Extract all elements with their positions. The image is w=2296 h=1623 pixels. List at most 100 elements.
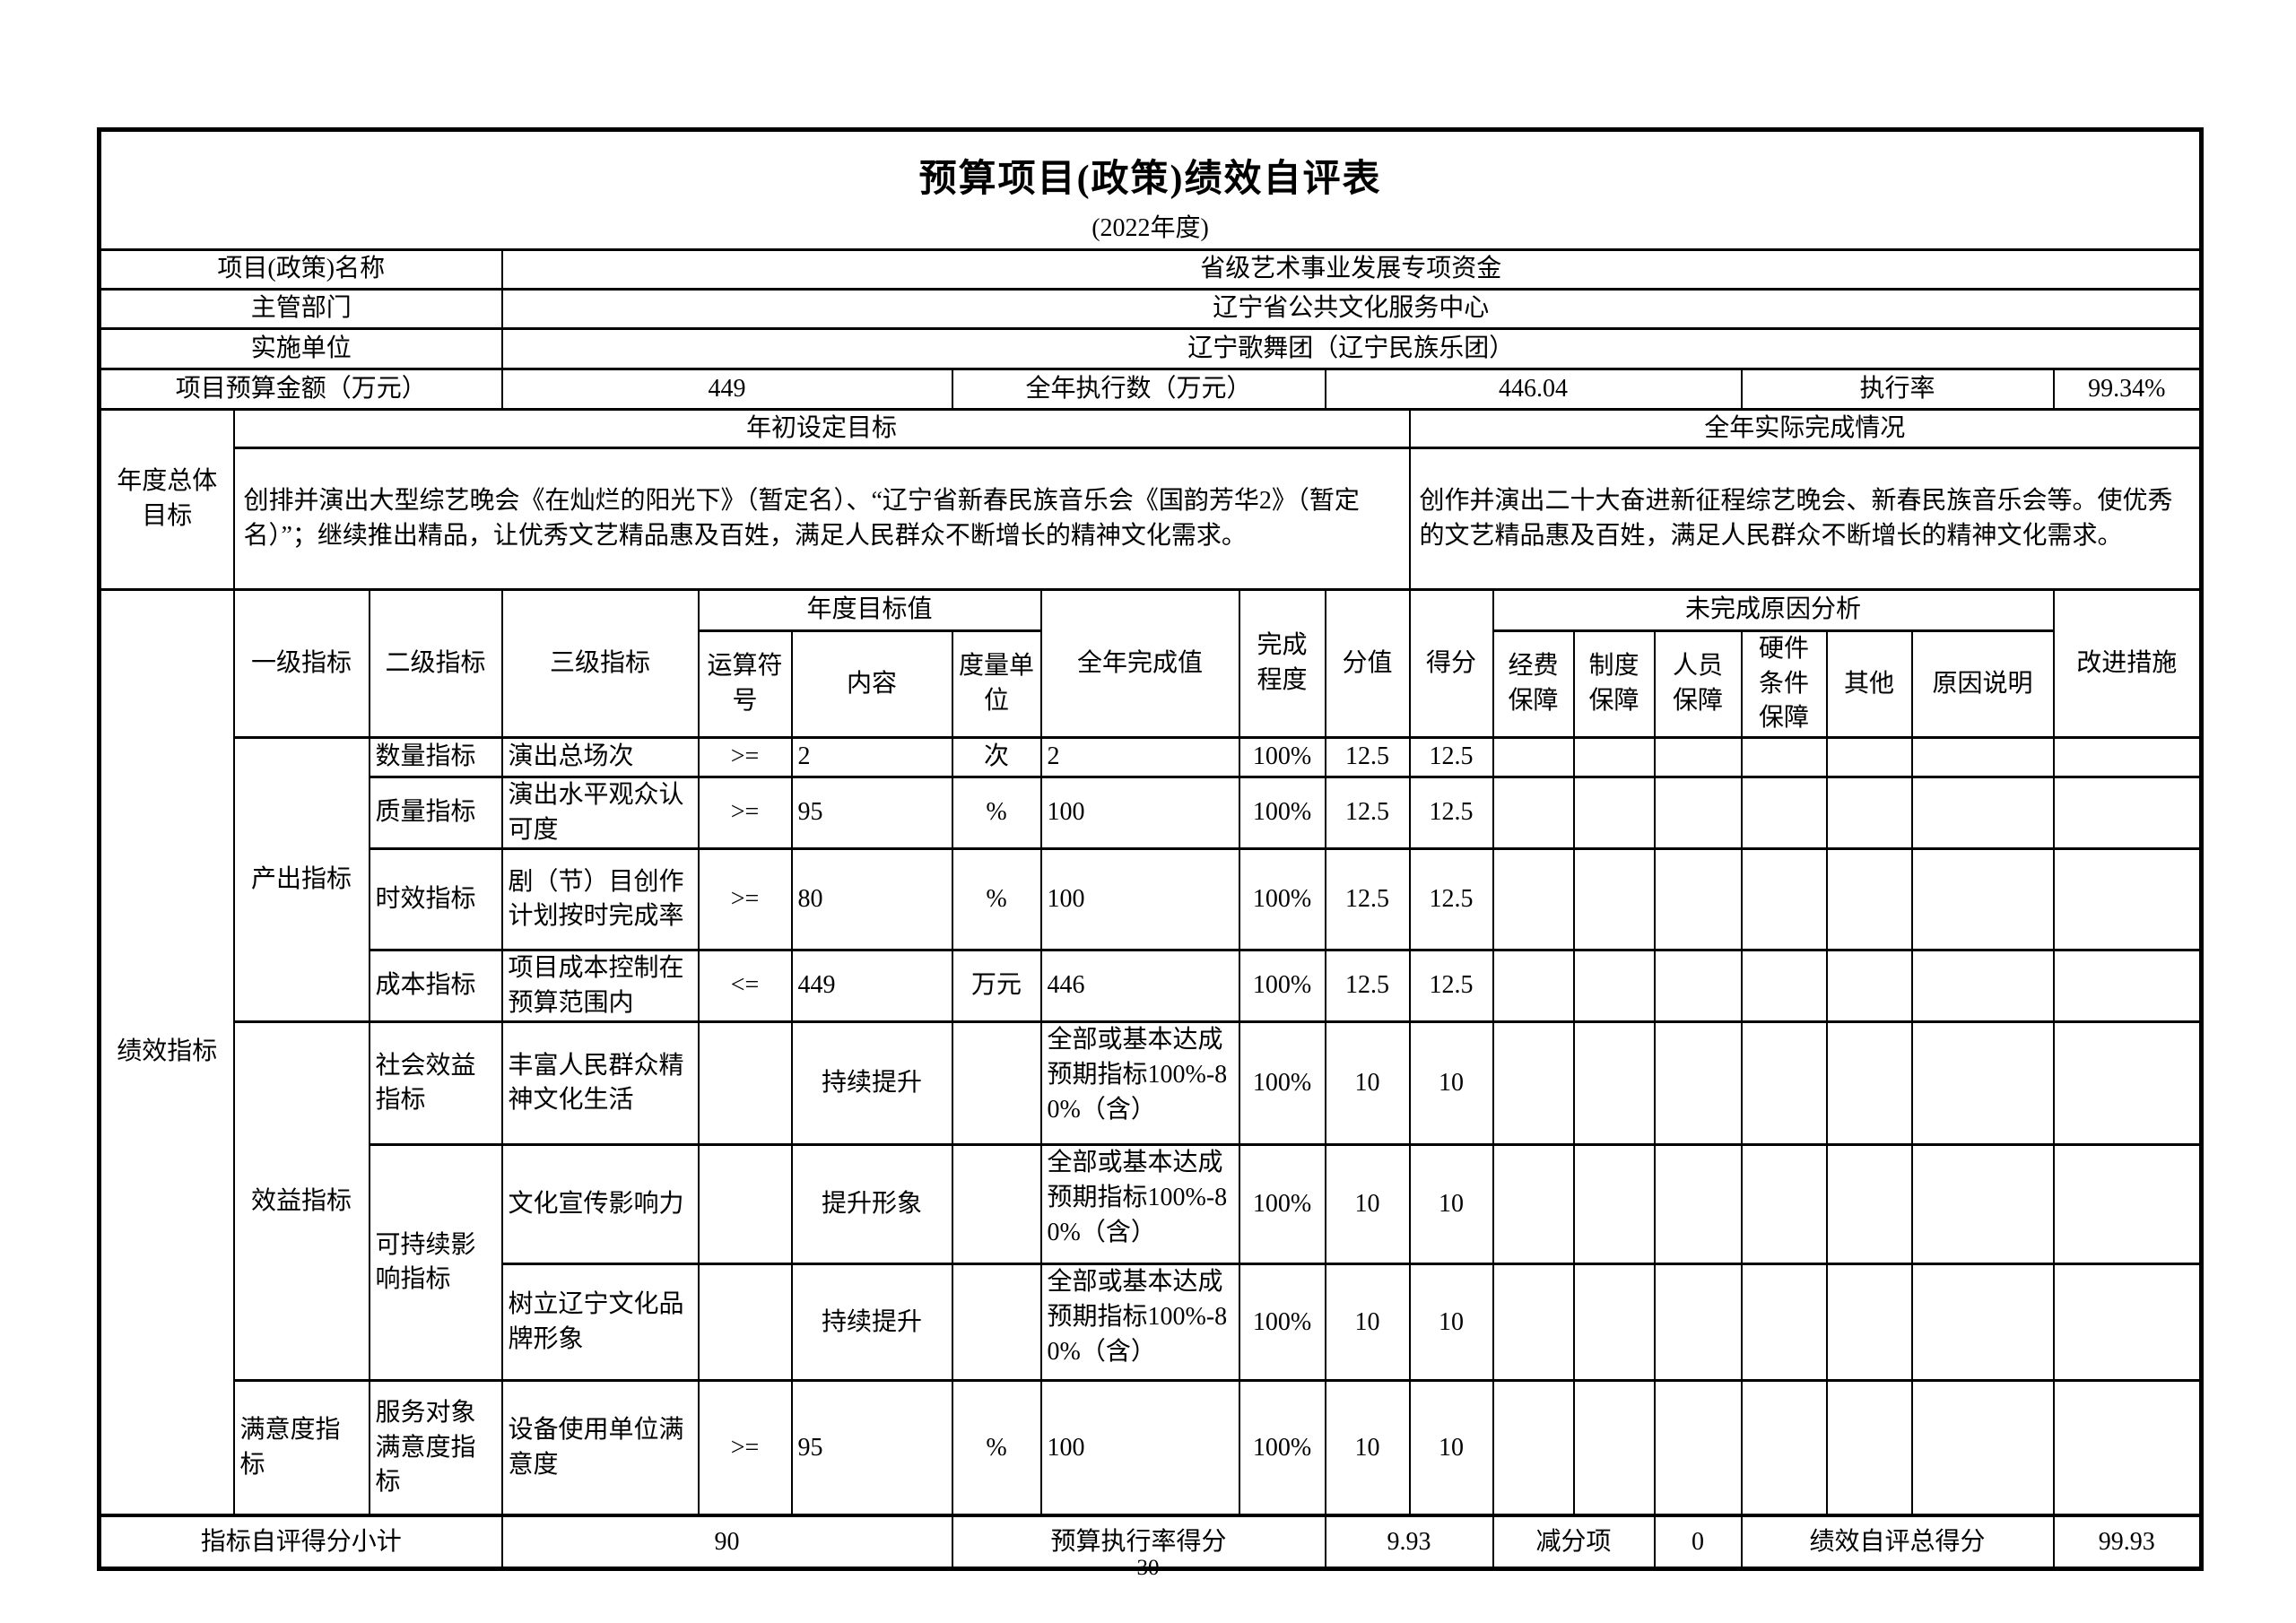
level2-cell: 质量指标 <box>368 775 503 851</box>
empty-cell <box>2052 949 2203 1024</box>
deduction-label: 减分项 <box>1492 1514 1656 1571</box>
degree-cell: 100% <box>1238 735 1326 778</box>
level3-cell: 设备使用单位满意度 <box>500 1379 700 1517</box>
score-cell: 12.5 <box>1324 775 1411 851</box>
target-content-cell: 449 <box>790 949 953 1024</box>
actual-value-cell: 446 <box>1039 949 1240 1024</box>
header-degree: 完成程度 <box>1238 588 1326 739</box>
empty-cell <box>1910 735 2055 778</box>
score-cell: 12.5 <box>1324 949 1411 1024</box>
unit-cell <box>951 1263 1042 1383</box>
empty-cell <box>1572 1263 1656 1383</box>
header-level2: 二级指标 <box>368 588 503 739</box>
self-evaluation-table: 预算项目(政策)绩效自评表 (2022年度) 项目(政策)名称 省级艺术事业发展… <box>97 127 2205 1572</box>
empty-cell <box>1825 1143 1913 1266</box>
level3-cell: 文化宣传影响力 <box>500 1143 700 1266</box>
header-score: 分值 <box>1324 588 1411 739</box>
unit-cell: 次 <box>951 735 1042 778</box>
empty-cell <box>1572 1020 1656 1147</box>
empty-cell <box>1825 949 1913 1024</box>
score-cell: 12.5 <box>1324 847 1411 952</box>
degree-cell: 100% <box>1238 847 1326 952</box>
header-level3: 三级指标 <box>500 588 700 739</box>
score-cell: 10 <box>1324 1020 1411 1147</box>
title-cell: 预算项目(政策)绩效自评表 (2022年度) <box>98 128 2203 251</box>
operator-cell: <= <box>697 949 793 1024</box>
degree-cell: 100% <box>1238 775 1326 851</box>
empty-cell <box>1492 775 1575 851</box>
score-cell: 10 <box>1324 1379 1411 1517</box>
empty-cell <box>2052 1263 2203 1383</box>
deduction-value: 0 <box>1653 1514 1743 1571</box>
empty-cell <box>1910 1020 2055 1147</box>
empty-cell <box>2052 1143 2203 1266</box>
gained-cell: 12.5 <box>1408 735 1494 778</box>
empty-cell <box>1492 1143 1575 1266</box>
empty-cell <box>1653 949 1743 1024</box>
actual-completion-header: 全年实际完成情况 <box>1408 408 2203 449</box>
operator-cell <box>697 1263 793 1383</box>
gained-cell: 12.5 <box>1408 847 1494 952</box>
initial-goal-header: 年初设定目标 <box>232 408 1411 449</box>
empty-cell <box>1492 735 1575 778</box>
empty-cell <box>1653 1020 1743 1147</box>
level2-cell: 社会效益指标 <box>368 1020 503 1147</box>
page-title: 预算项目(政策)绩效自评表 <box>918 158 1382 200</box>
empty-cell <box>1825 847 1913 952</box>
target-content-cell: 提升形象 <box>790 1143 953 1266</box>
level1-benefit: 效益指标 <box>232 1020 370 1383</box>
level2-cell: 服务对象满意度指标 <box>368 1379 503 1517</box>
actual-value-cell: 2 <box>1039 735 1240 778</box>
unit-value: 辽宁歌舞团（辽宁民族乐团） <box>500 327 2203 370</box>
level3-cell: 演出总场次 <box>500 735 700 778</box>
empty-cell <box>2052 1379 2203 1517</box>
budget-label: 项目预算金额（万元） <box>98 368 503 411</box>
header-target-group: 年度目标值 <box>697 588 1042 632</box>
level3-cell: 丰富人民群众精神文化生活 <box>500 1020 700 1147</box>
unit-cell: % <box>951 775 1042 851</box>
header-reason: 原因说明 <box>1910 629 2055 739</box>
empty-cell <box>1740 949 1828 1024</box>
empty-cell <box>1492 949 1575 1024</box>
operator-cell: >= <box>697 735 793 778</box>
header-other: 其他 <box>1825 629 1913 739</box>
empty-cell <box>1492 1379 1575 1517</box>
gained-cell: 10 <box>1408 1020 1494 1147</box>
empty-cell <box>1572 847 1656 952</box>
total-score-value: 99.93 <box>2052 1514 2203 1571</box>
unit-cell: % <box>951 847 1042 952</box>
target-content-cell: 持续提升 <box>790 1263 953 1383</box>
empty-cell <box>1910 1143 2055 1266</box>
level3-cell: 项目成本控制在预算范围内 <box>500 949 700 1024</box>
header-incomplete-group: 未完成原因分析 <box>1492 588 2055 632</box>
empty-cell <box>1653 735 1743 778</box>
empty-cell <box>1825 1020 1913 1147</box>
level1-satisfaction: 满意度指标 <box>232 1379 370 1517</box>
operator-cell: >= <box>697 1379 793 1517</box>
empty-cell <box>1572 949 1656 1024</box>
unit-cell: 万元 <box>951 949 1042 1024</box>
empty-cell <box>1492 1263 1575 1383</box>
degree-cell: 100% <box>1238 1020 1326 1147</box>
score-cell: 10 <box>1324 1143 1411 1266</box>
empty-cell <box>1825 735 1913 778</box>
operator-cell <box>697 1143 793 1266</box>
header-content: 内容 <box>790 629 953 739</box>
empty-cell <box>1740 1379 1828 1517</box>
empty-cell <box>1740 1263 1828 1383</box>
empty-cell <box>1910 775 2055 851</box>
empty-cell <box>1653 847 1743 952</box>
empty-cell <box>1825 1263 1913 1383</box>
level2-cell: 成本指标 <box>368 949 503 1024</box>
empty-cell <box>1910 847 2055 952</box>
header-level1: 一级指标 <box>232 588 370 739</box>
gained-cell: 10 <box>1408 1143 1494 1266</box>
empty-cell <box>1740 1020 1828 1147</box>
total-score-label: 绩效自评总得分 <box>1740 1514 2055 1571</box>
empty-cell <box>1740 1143 1828 1266</box>
empty-cell <box>1653 775 1743 851</box>
exec-value: 446.04 <box>1324 368 1743 411</box>
empty-cell <box>1492 1020 1575 1147</box>
empty-cell <box>1910 1379 2055 1517</box>
unit-cell: % <box>951 1379 1042 1517</box>
